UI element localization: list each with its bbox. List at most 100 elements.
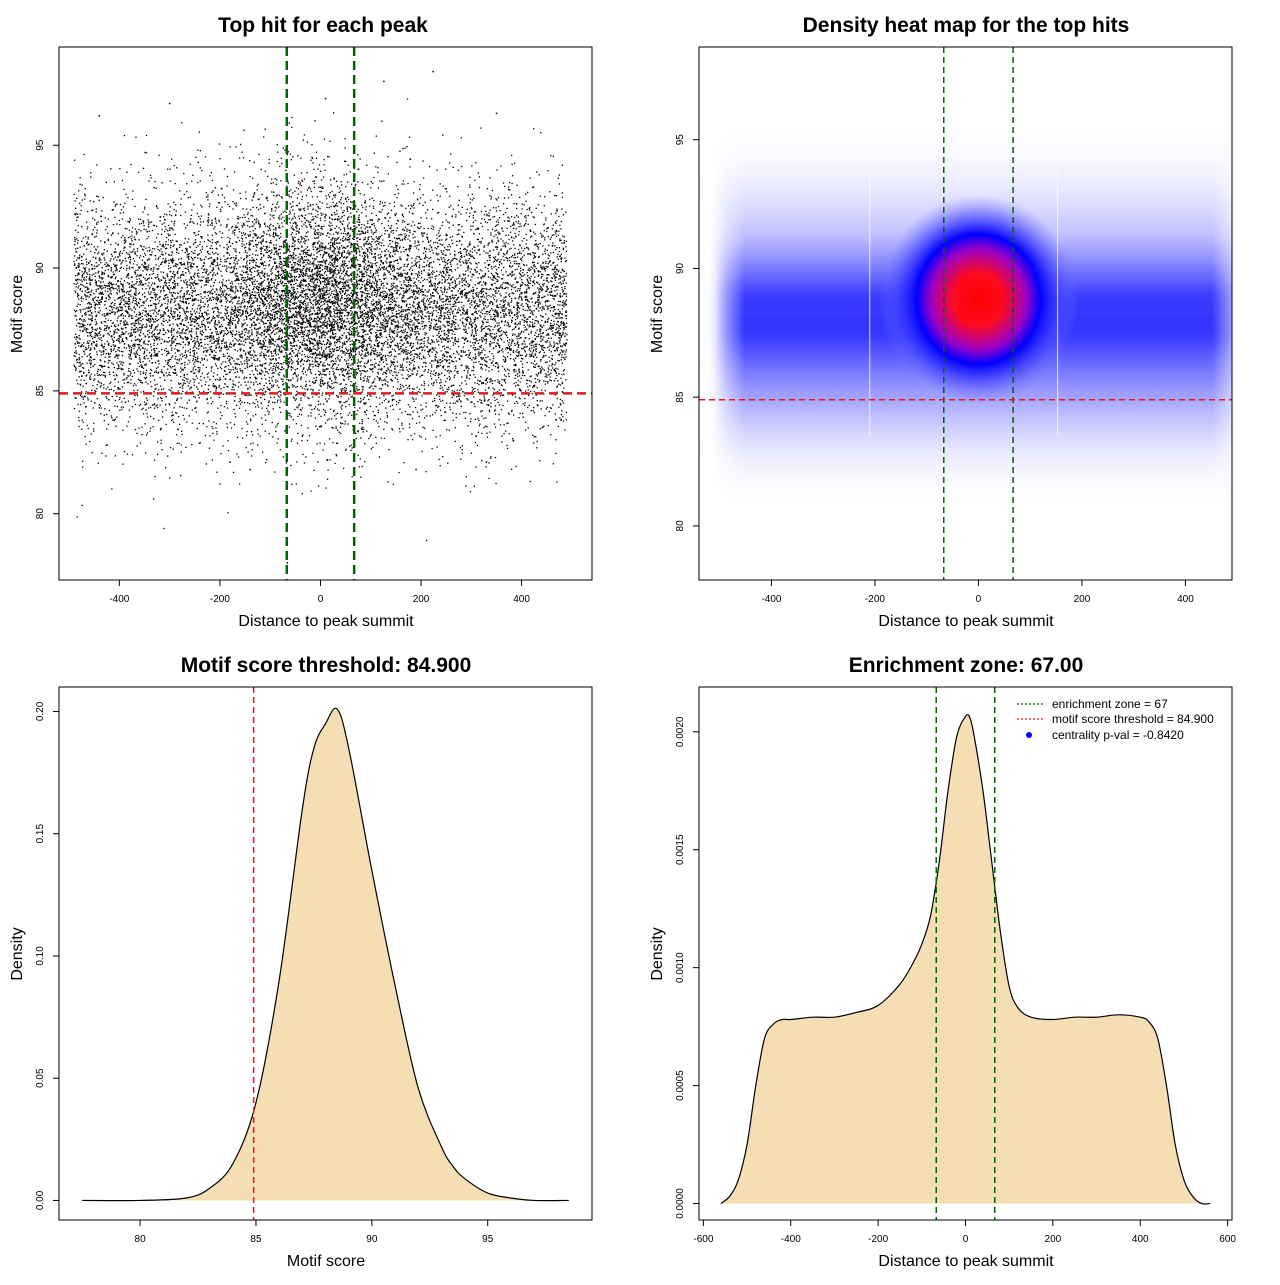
scatter-point [272,300,274,302]
scatter-point [503,324,506,326]
scatter-point [410,320,412,323]
scatter-point [267,326,269,328]
scatter-point [303,317,305,320]
scatter-point [245,292,247,294]
scatter-point [516,303,518,305]
scatter-point [104,290,106,292]
scatter-point [263,254,265,256]
scatter-point [398,247,401,249]
scatter-point [287,321,289,323]
scatter-point [422,291,425,293]
scatter-point [196,327,198,329]
scatter-point [506,444,508,447]
scatter-point [552,363,554,365]
scatter-point [103,365,105,368]
scatter-point [223,386,225,389]
scatter-point [174,308,176,310]
scatter-point [84,270,86,273]
scatter-point [370,364,372,366]
scatter-point [97,246,99,248]
scatter-point [175,355,177,358]
scatter-point [435,379,437,381]
scatter-point [488,409,491,411]
scatter-point [443,250,445,252]
scatter-point [373,344,375,346]
scatter-point [139,317,142,319]
scatter-point [442,270,444,272]
scatter-point [263,387,265,390]
scatter-point [326,478,329,481]
scatter-point [74,248,77,250]
scatter-point [167,300,169,303]
scatter-point [173,310,175,313]
scatter-point [257,404,259,406]
scatter-point [480,210,483,213]
scatter-point [304,214,307,216]
scatter-point [140,275,142,277]
scatter-point [207,196,209,198]
scatter-point [252,300,255,303]
scatter-point [351,229,353,231]
scatter-point [283,383,285,385]
scatter-point [123,247,125,249]
scatter-point [546,374,548,376]
scatter-point [303,327,306,329]
scatter-point [375,295,377,298]
scatter-point [333,261,335,263]
scatter-point [280,245,282,248]
scatter-point [540,332,542,335]
scatter-point [446,191,448,193]
scatter-point [132,190,134,192]
scatter-point [209,265,212,267]
scatter-point [315,176,318,178]
scatter-point [288,426,290,428]
scatter-point [516,306,519,309]
scatter-point [96,222,98,224]
scatter-point [415,374,418,376]
scatter-point [340,303,342,305]
scatter-point [553,349,555,352]
scatter-point [292,156,294,158]
scatter-point [394,327,396,329]
scatter-point [407,285,409,288]
scatter-point [367,321,369,323]
scatter-point [223,405,226,408]
scatter-point [377,373,379,375]
scatter-point [170,312,172,315]
scatter-point [406,223,409,226]
scatter-point [304,272,307,275]
scatter-point [489,302,491,305]
scatter-point [199,326,201,329]
scatter-point [504,358,507,360]
scatter-point [360,377,362,379]
scatter-point [256,395,258,397]
scatter-point [153,282,156,284]
scatter-point [232,380,234,382]
scatter-point [435,289,437,291]
scatter-point [269,225,271,227]
scatter-point [341,323,344,325]
scatter-point [311,307,313,309]
scatter-point [422,302,425,304]
scatter-point [276,312,278,315]
scatter-point [502,306,505,308]
scatter-point [235,279,237,281]
scatter-point [176,248,178,251]
scatter-point [448,331,450,333]
scatter-point [520,360,522,362]
scatter-point [96,232,98,234]
scatter-point [495,224,498,227]
scatter-point [190,334,192,336]
scatter-point [250,309,252,311]
scatter-point [493,341,495,344]
scatter-point [236,217,239,220]
scatter-point [123,188,125,191]
scatter-point [149,317,151,320]
scatter-point [138,326,141,329]
scatter-point [403,342,405,345]
scatter-point [375,340,377,342]
scatter-point [533,349,535,351]
scatter-point [84,435,86,438]
scatter-point [278,329,280,331]
scatter-point [183,193,185,196]
